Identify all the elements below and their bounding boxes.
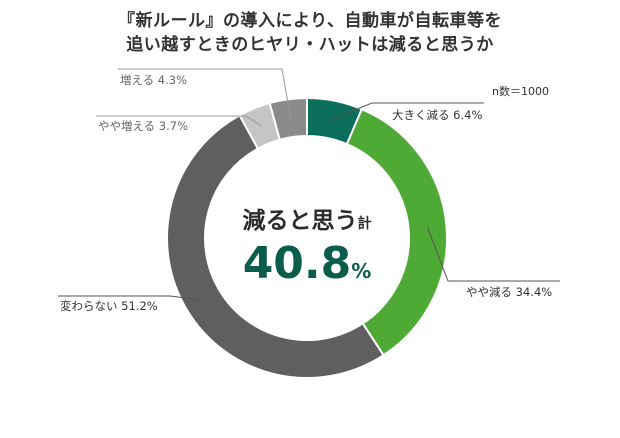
- label-slight-increase: やや増える 3.7%: [98, 119, 188, 133]
- leader-large-decrease: [331, 102, 484, 120]
- leader-increase: [118, 68, 292, 119]
- center-value-unit: %: [351, 259, 371, 283]
- label-large-decrease: 大きく減る 6.4%: [392, 108, 482, 122]
- slice-no-change: [166, 113, 385, 379]
- label-increase: 増える 4.3%: [120, 73, 187, 87]
- label-slight-decrease: やや減る 34.4%: [466, 285, 552, 299]
- center-value: 40.8%: [243, 238, 372, 289]
- slice-increase: [268, 96, 308, 141]
- center-value-number: 40.8: [243, 238, 352, 289]
- leader-slight-decrease: [427, 227, 560, 282]
- center-label-suffix: 計: [358, 215, 372, 232]
- center-label-main: 減ると思う: [243, 208, 358, 234]
- label-no-change: 変わらない 51.2%: [60, 299, 158, 313]
- sample-size-note: n数＝1000: [492, 85, 549, 98]
- center-label: 減ると思う計: [243, 208, 372, 234]
- chart-title-line-2: 追い越すときのヒヤリ・ハットは減ると思うか: [126, 35, 494, 55]
- leader-slight-increase: [96, 115, 262, 127]
- slice-slight-decrease: [345, 107, 448, 357]
- chart-title-line-1: 『新ルール』の導入により、自動車が自転車等を: [118, 11, 502, 31]
- leader-no-change: [58, 295, 204, 301]
